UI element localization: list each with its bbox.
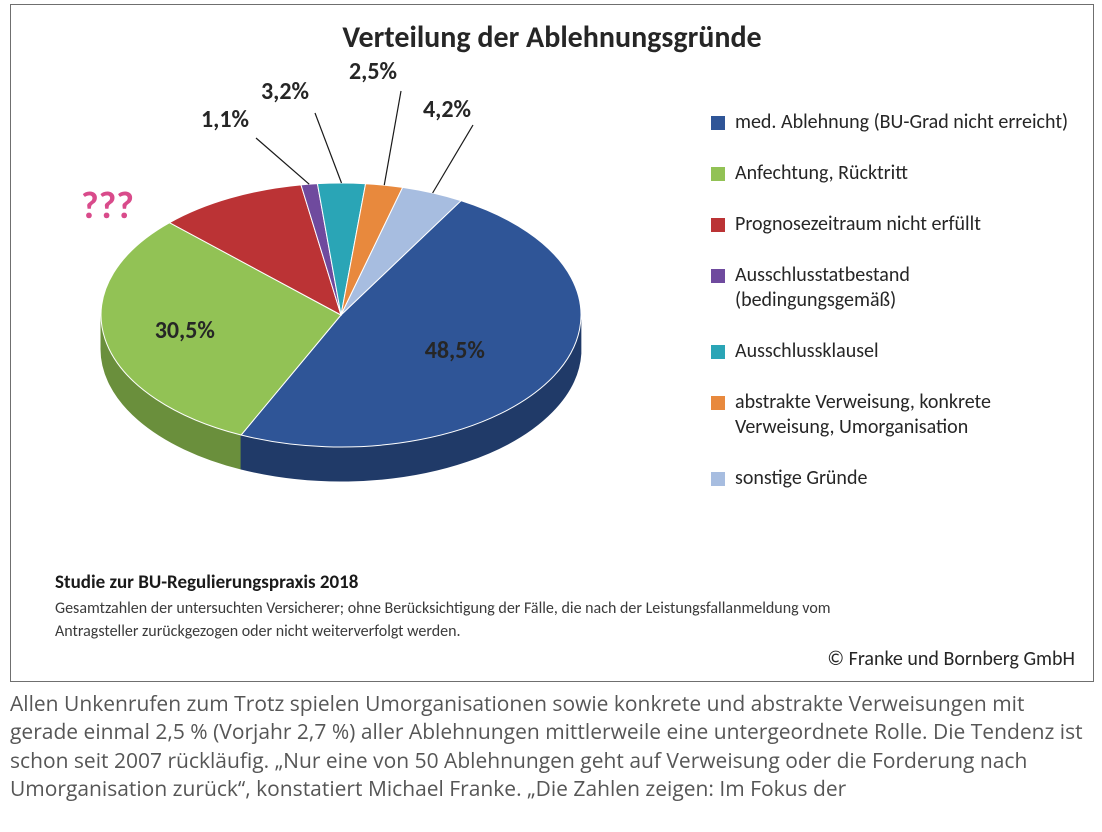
copyright-text: © Franke und Bornberg GmbH — [827, 647, 1075, 671]
study-footnote: Studie zur BU-Regulierungspraxis 2018 Ge… — [55, 571, 875, 643]
slice-callout-label: 3,2% — [261, 77, 309, 106]
legend-item: sonstige Gründe — [711, 466, 1071, 491]
legend-label: Ausschlussklausel — [735, 339, 1071, 364]
legend-item: Anfechtung, Rücktritt — [711, 161, 1071, 186]
slice-callout-label: 4,2% — [423, 95, 471, 124]
pie-chart: 48,5% 30,5% — [61, 135, 621, 535]
legend-label: Anfechtung, Rücktritt — [735, 161, 1071, 186]
legend-swatch — [711, 396, 725, 410]
chart-card: Verteilung der Ablehnungsgründe 48,5% 30… — [10, 4, 1094, 682]
pie-svg — [61, 135, 621, 535]
legend-item: Ausschlussklausel — [711, 339, 1071, 364]
slice-callout-label: 1,1% — [201, 105, 249, 134]
legend-swatch — [711, 218, 725, 232]
legend-item: med. Ablehnung (BU-Grad nicht erreicht) — [711, 110, 1071, 135]
legend-swatch — [711, 345, 725, 359]
chart-title: Verteilung der Ablehnungsgründe — [11, 19, 1093, 56]
question-marks-annotation: ??? — [81, 183, 134, 229]
legend-swatch — [711, 269, 725, 283]
legend-label: Prognosezeitraum nicht erfüllt — [735, 212, 1071, 237]
article-paragraph: Allen Unkenrufen zum Trotz spielen Umorg… — [10, 690, 1092, 803]
legend-label: abstrakte Verweisung, konkrete Verweisun… — [735, 390, 1071, 440]
slice-callout-label: 2,5% — [349, 57, 397, 86]
legend-item: Prognosezeitraum nicht erfüllt — [711, 212, 1071, 237]
legend-swatch — [711, 472, 725, 486]
legend-item: Ausschlusstatbestand (bedingungsgemäß) — [711, 263, 1071, 313]
legend: med. Ablehnung (BU-Grad nicht erreicht) A… — [711, 110, 1071, 517]
legend-label: med. Ablehnung (BU-Grad nicht erreicht) — [735, 110, 1071, 135]
legend-label: Ausschlusstatbestand (bedingungsgemäß) — [735, 263, 1071, 313]
legend-label: sonstige Gründe — [735, 466, 1071, 491]
legend-item: abstrakte Verweisung, konkrete Verweisun… — [711, 390, 1071, 440]
footnote-title: Studie zur BU-Regulierungspraxis 2018 — [55, 571, 875, 594]
legend-swatch — [711, 116, 725, 130]
legend-swatch — [711, 167, 725, 181]
footnote-body: Gesamtzahlen der untersuchten Versichere… — [55, 598, 875, 643]
page-root: Verteilung der Ablehnungsgründe 48,5% 30… — [0, 0, 1102, 832]
